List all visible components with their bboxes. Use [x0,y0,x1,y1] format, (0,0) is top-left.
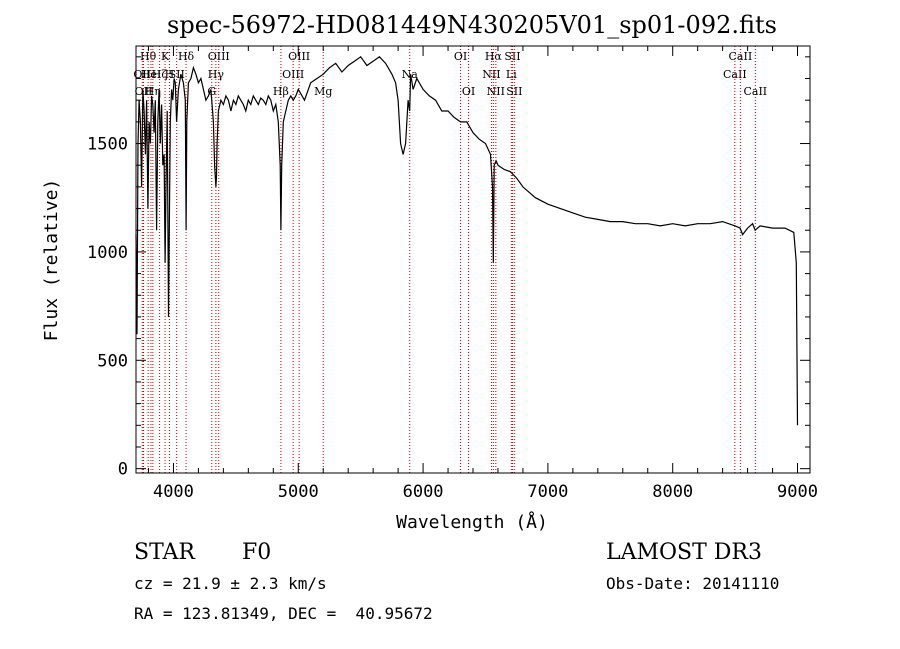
y-axis-label: Flux (relative) [41,179,62,342]
spectral-line-label: Na [402,68,419,81]
spectral-line-label: CaII [743,85,767,98]
spectral-line-label: NII [482,68,500,81]
spectral-line-label: CaII [723,68,747,81]
spectral-line-label: H [165,68,175,81]
plot-frame [135,45,811,474]
spectral-line-label: Hθ [140,50,157,63]
observation-date: Obs-Date: 20141110 [606,574,780,593]
object-class: STAR [134,540,195,565]
x-tick-label: 6000 [403,482,444,502]
spectral-line-label: SII [504,50,520,63]
spectral-line-label: Hη [145,85,161,98]
survey-name: LAMOST DR3 [606,540,762,565]
x-tick-label: 9000 [777,482,818,502]
x-tick-label: 8000 [652,482,693,502]
x-axis-label: Wavelength (Å) [396,511,548,533]
spectral-line-label: Mg [314,85,332,98]
spectral-line-label: Hδ [178,50,195,63]
x-tick-label: 7000 [527,482,568,502]
spectral-line-label: Hζ [152,68,168,81]
spectral-line-label: Li [506,68,517,81]
y-tick-label: 500 [97,351,128,371]
spectral-line-label: CaII [729,50,753,63]
y-tick-label: 1000 [87,243,128,263]
chart-title: spec-56972-HD081449N430205V01_sp01-092.f… [167,11,777,39]
spectral-line-label: Hα [485,50,503,63]
spectral-line-label: K [161,50,170,63]
spectral-line-label: NII [487,85,505,98]
object-subclass: F0 [242,540,272,565]
x-tick-label: 5000 [278,482,319,502]
spectral-line-label: G [207,85,216,98]
spectral-line-label: OI [462,85,475,98]
spectral-line-label: Hβ [273,85,289,98]
x-tick-label: 4000 [153,482,194,502]
spectral-line-label: OIII [288,50,310,63]
spectral-line-label: HeI [141,68,161,81]
spectral-line-label: OIII [208,50,230,63]
spectral-line-label: OII [133,68,151,81]
spectral-line-label: OI [454,50,467,63]
spectral-line-label: SII [506,85,522,98]
coordinates: RA = 123.81349, DEC = 40.95672 [134,604,433,623]
y-tick-label: 0 [118,460,128,480]
spectrum-series-line [135,55,799,426]
y-tick-label: 1500 [87,135,128,155]
axis-ticks-layer: 4000 5000 6000 7000 8000 9000 0 500 1000 1500 [87,46,818,502]
spectral-line-label: OIII [282,68,304,81]
redshift-velocity: cz = 21.9 ± 2.3 km/s [134,574,327,593]
spectral-lines-layer: OIIOIIHθHeIHηHζKHSIIHδGHγOIIIHβOIIIOIIIM… [133,46,767,473]
spectral-line-label: Hγ [208,68,225,81]
